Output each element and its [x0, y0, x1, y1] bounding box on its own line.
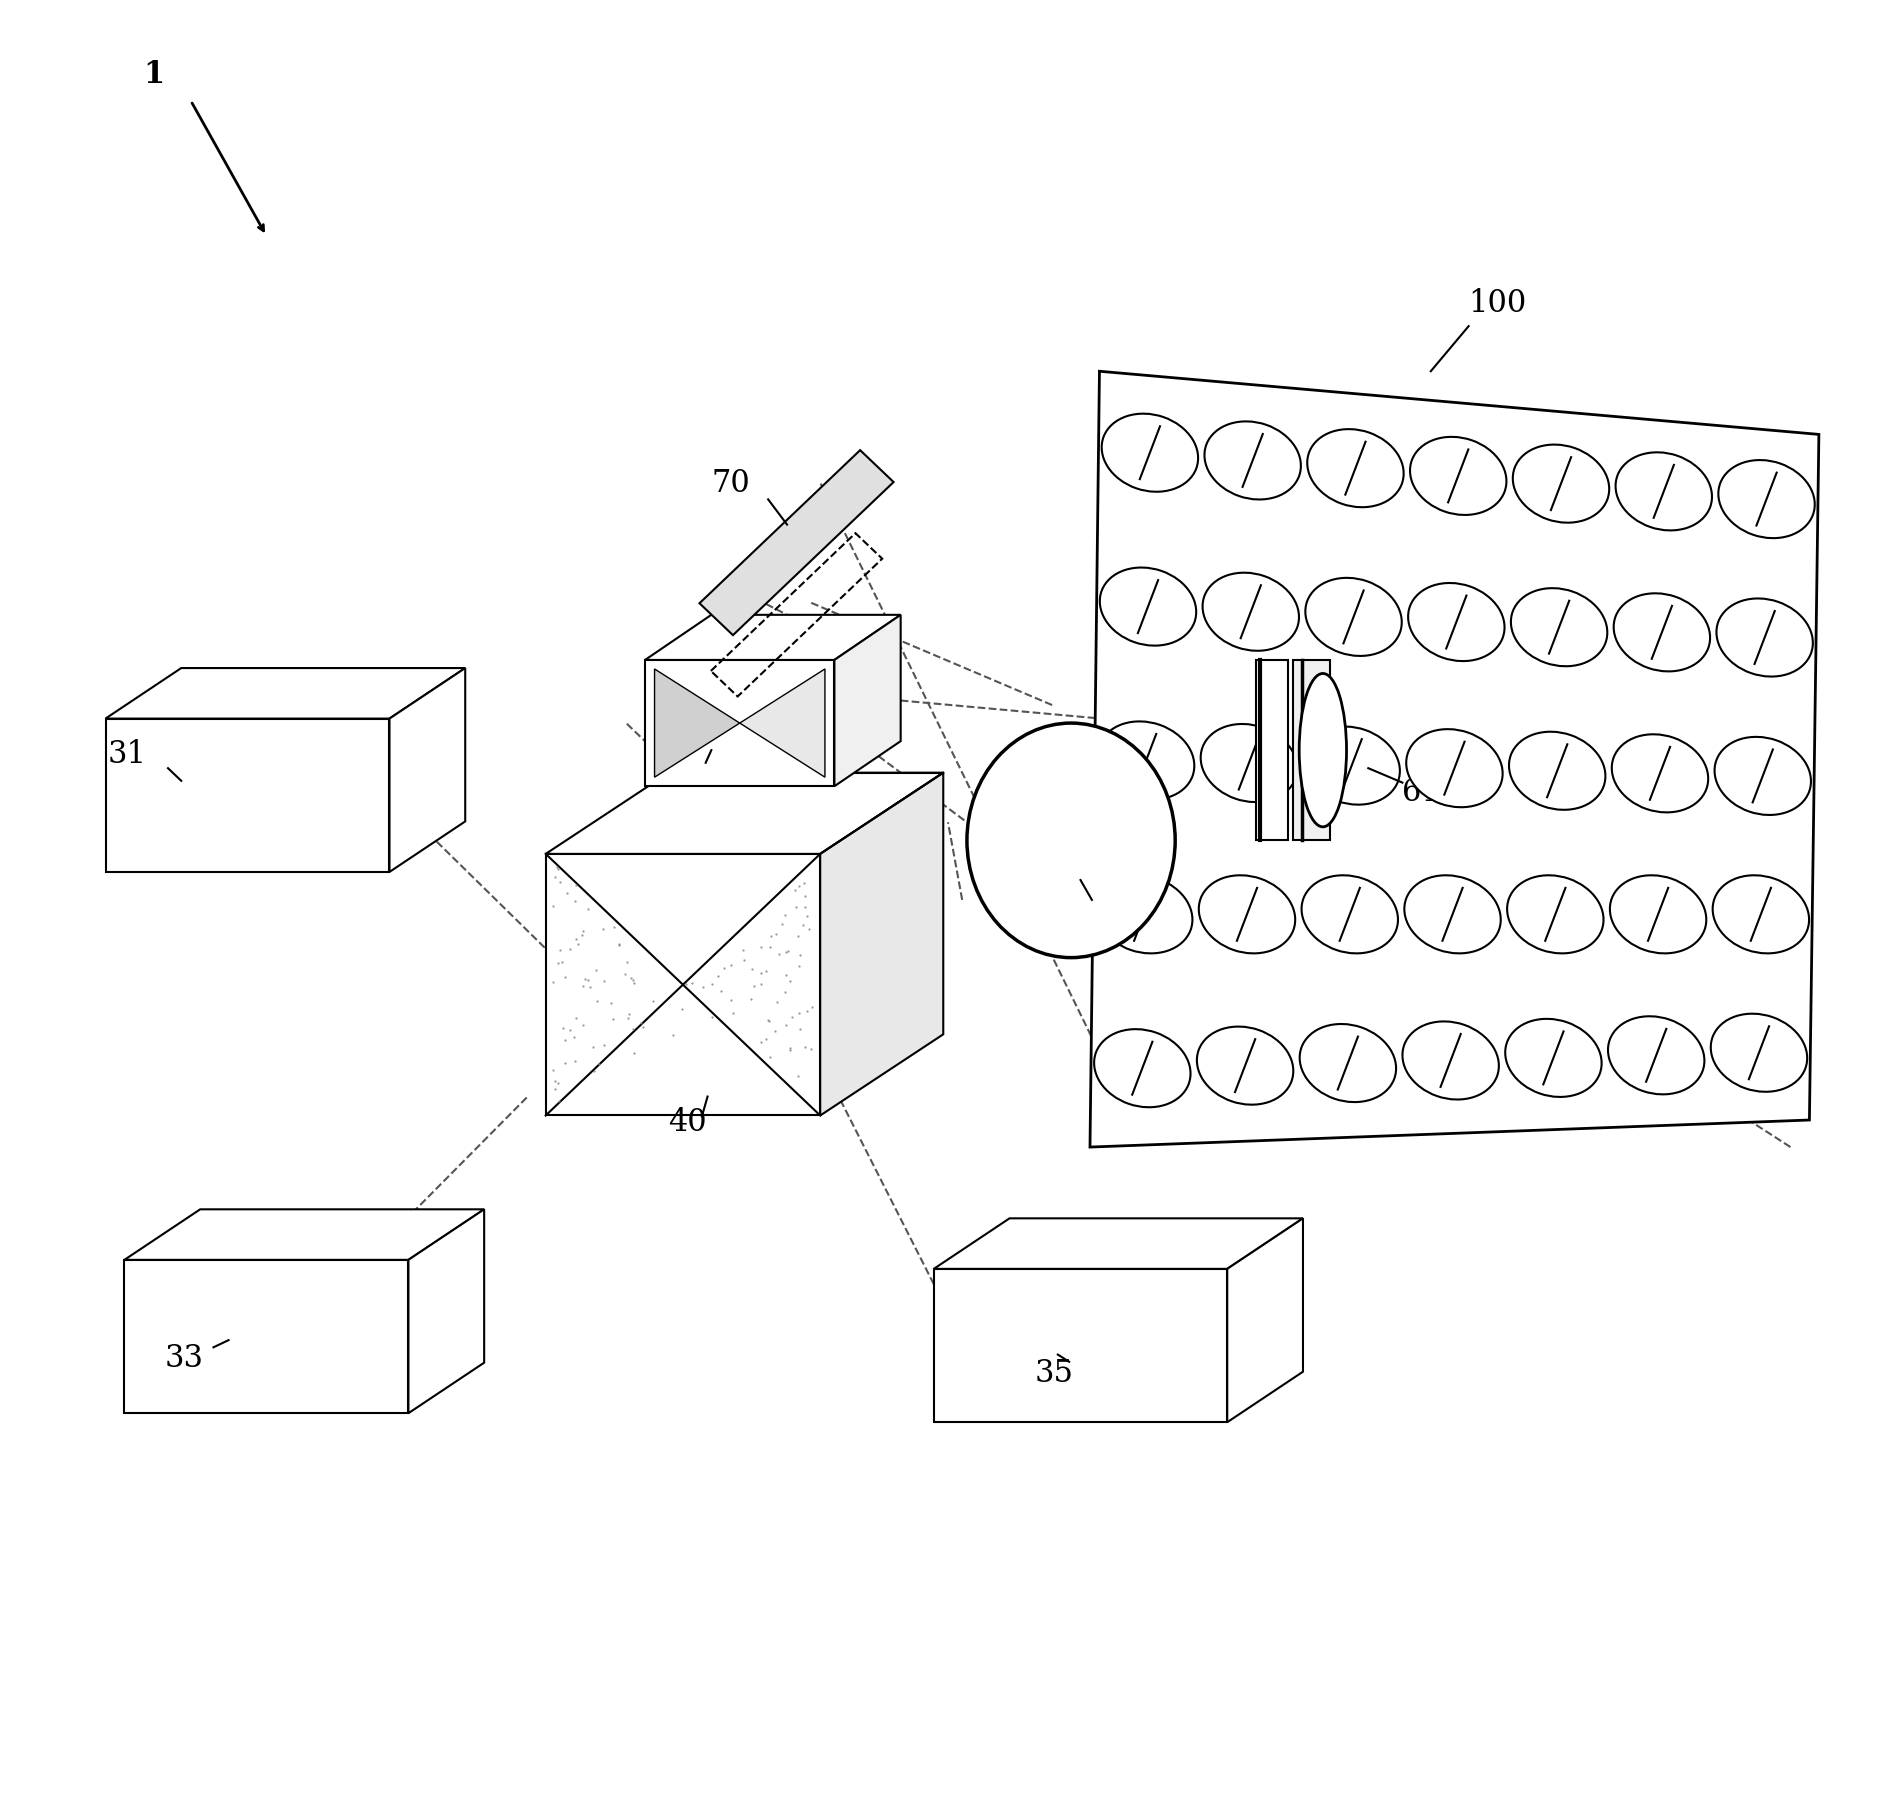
Ellipse shape [1507, 875, 1604, 954]
Ellipse shape [1094, 1030, 1191, 1108]
Text: 70: 70 [711, 468, 751, 499]
Ellipse shape [1511, 587, 1608, 667]
Ellipse shape [1306, 428, 1403, 508]
Ellipse shape [1202, 573, 1299, 651]
Polygon shape [106, 669, 465, 719]
Ellipse shape [1513, 445, 1610, 522]
Ellipse shape [1712, 875, 1809, 954]
Polygon shape [834, 614, 901, 786]
Ellipse shape [1098, 721, 1194, 799]
Text: 62: 62 [645, 741, 684, 772]
Ellipse shape [1710, 1014, 1807, 1091]
Bar [1293, 660, 1331, 840]
Ellipse shape [1299, 674, 1346, 828]
Ellipse shape [1613, 593, 1710, 672]
Polygon shape [821, 773, 944, 1115]
Polygon shape [1090, 370, 1818, 1147]
Text: 33: 33 [165, 1343, 203, 1373]
Polygon shape [389, 669, 465, 873]
Ellipse shape [1615, 452, 1712, 531]
Ellipse shape [1610, 875, 1706, 954]
Text: 35: 35 [1035, 1357, 1075, 1388]
Polygon shape [546, 855, 821, 1115]
Text: 61: 61 [1403, 777, 1441, 808]
Polygon shape [125, 1209, 483, 1259]
Ellipse shape [1196, 1026, 1293, 1104]
Polygon shape [654, 669, 739, 777]
Polygon shape [546, 773, 944, 855]
Ellipse shape [1200, 725, 1297, 802]
Text: 40: 40 [667, 1108, 707, 1138]
Polygon shape [125, 1259, 408, 1413]
Polygon shape [408, 1209, 483, 1413]
Ellipse shape [1299, 1025, 1395, 1102]
Bar [1255, 660, 1287, 840]
Ellipse shape [1718, 461, 1814, 538]
Ellipse shape [1509, 732, 1606, 810]
Ellipse shape [1204, 421, 1301, 499]
Polygon shape [645, 614, 901, 660]
Polygon shape [106, 719, 389, 873]
Ellipse shape [1403, 1021, 1500, 1099]
Polygon shape [645, 660, 834, 786]
Ellipse shape [1716, 598, 1813, 676]
Ellipse shape [1102, 414, 1198, 492]
Ellipse shape [1303, 726, 1399, 804]
Ellipse shape [1096, 875, 1193, 954]
Ellipse shape [967, 723, 1176, 958]
Ellipse shape [1304, 578, 1401, 656]
Polygon shape [700, 450, 893, 634]
Text: 1: 1 [144, 58, 165, 90]
Ellipse shape [1405, 875, 1502, 954]
Ellipse shape [1198, 875, 1295, 954]
Text: 31: 31 [108, 739, 146, 770]
Ellipse shape [1409, 584, 1505, 661]
Polygon shape [935, 1269, 1227, 1422]
Ellipse shape [1505, 1019, 1602, 1097]
Ellipse shape [1411, 437, 1507, 515]
Text: 50: 50 [1092, 898, 1130, 929]
Ellipse shape [1407, 730, 1504, 808]
Ellipse shape [1714, 737, 1811, 815]
Ellipse shape [1100, 567, 1196, 645]
Ellipse shape [1301, 875, 1397, 954]
Polygon shape [739, 669, 825, 777]
Text: 100: 100 [1469, 287, 1526, 318]
Polygon shape [935, 1218, 1303, 1269]
Polygon shape [1227, 1218, 1303, 1422]
Ellipse shape [1612, 734, 1708, 813]
Ellipse shape [1608, 1016, 1705, 1095]
